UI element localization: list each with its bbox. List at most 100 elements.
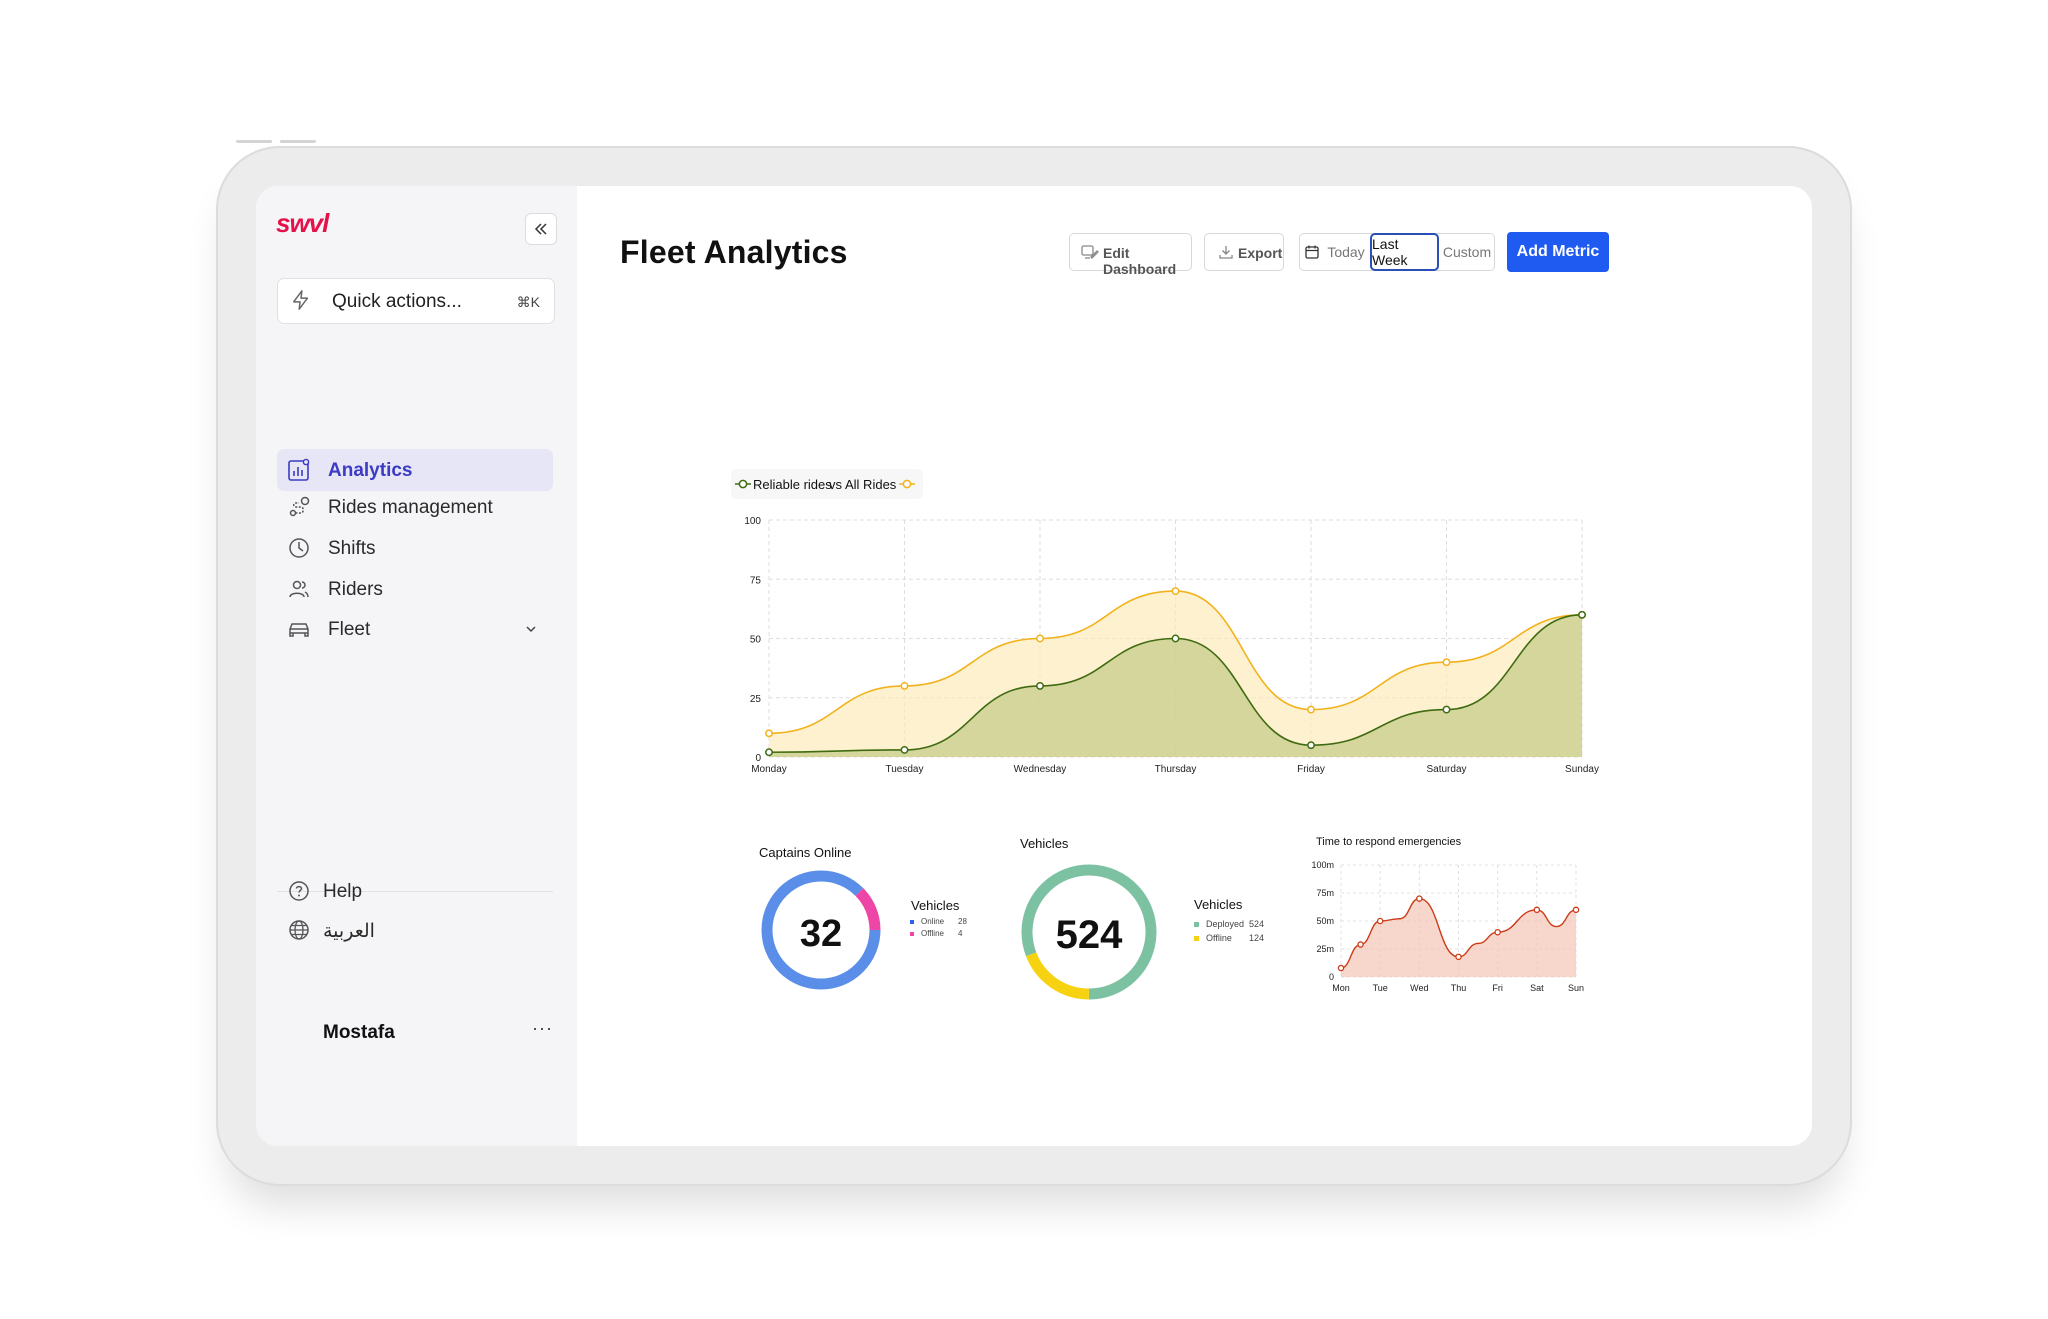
data-point bbox=[1533, 906, 1541, 914]
range-last-week-label: Last Week bbox=[1372, 236, 1408, 268]
x-tick-label: Saturday bbox=[1426, 764, 1466, 775]
sidebar-item-shifts[interactable]: Shifts bbox=[277, 527, 553, 569]
clock-icon bbox=[289, 538, 309, 558]
sidebar-item-analytics[interactable]: Analytics bbox=[277, 449, 553, 491]
emergency-area bbox=[1341, 898, 1576, 977]
donut-slice-0 bbox=[1021, 864, 1157, 1000]
emergency-chart-title: Time to respond emergencies bbox=[1316, 836, 1462, 848]
range-custom[interactable]: Custom bbox=[1439, 234, 1495, 270]
legend-offline-swatch bbox=[910, 932, 914, 936]
sidebar-item-label: Rides management bbox=[328, 497, 493, 518]
language-label: العربية bbox=[323, 921, 375, 942]
sidebar-item-label: Fleet bbox=[328, 619, 371, 640]
help-icon bbox=[289, 881, 309, 901]
legend-all-marker bbox=[899, 479, 915, 489]
series-area-0 bbox=[769, 614, 1582, 757]
legend-online-label: Online bbox=[921, 917, 945, 926]
data-point-0 bbox=[765, 748, 773, 757]
legend-offline-vehicles-swatch bbox=[1194, 936, 1199, 941]
quick-actions-input[interactable]: Quick actions... ⌘K bbox=[277, 278, 555, 324]
export-button[interactable]: Export bbox=[1204, 233, 1284, 271]
chart-icon bbox=[288, 458, 310, 481]
data-point bbox=[1337, 964, 1345, 972]
swvl-logo-icon: swvl bbox=[276, 208, 331, 238]
sidebar-item-rides-management[interactable]: Rides management bbox=[277, 486, 553, 528]
captains-legend: Online 28 Offline 4 bbox=[910, 917, 970, 947]
legend-online-value: 28 bbox=[958, 917, 967, 926]
emergency-response-chart: 0 25m 50m 75m 100m Mon Tue Wed Thu Fri Sat Sun bbox=[1311, 860, 1584, 993]
sidebar-item-riders[interactable]: Riders bbox=[277, 568, 553, 610]
legend-reliable-label: Reliable rides bbox=[753, 477, 832, 492]
x-tick-label: Friday bbox=[1297, 764, 1325, 775]
x-tick-label: Tuesday bbox=[886, 764, 924, 775]
data-point bbox=[1572, 906, 1580, 914]
data-point-1 bbox=[1307, 705, 1315, 714]
quick-actions-label: Quick actions... bbox=[332, 291, 462, 312]
legend-offline-label: Offline bbox=[921, 929, 944, 938]
users-icon bbox=[289, 580, 309, 598]
tablet-volume-button bbox=[236, 140, 272, 143]
user-more-button[interactable]: ··· bbox=[532, 1018, 553, 1038]
y-tick-label: 0 bbox=[1329, 972, 1334, 982]
sidebar-item-fleet[interactable]: Fleet bbox=[277, 608, 553, 650]
legend-online-swatch bbox=[910, 920, 914, 924]
y-tick-label: 50 bbox=[750, 635, 762, 646]
legend-reliable-marker bbox=[735, 479, 751, 489]
range-today[interactable]: Today bbox=[1300, 234, 1370, 270]
legend-all-label: All Rides bbox=[845, 477, 897, 492]
data-point-0 bbox=[1578, 610, 1586, 619]
chevron-down-icon[interactable] bbox=[525, 623, 537, 635]
legend-offline-vehicles-value: 124 bbox=[1249, 933, 1265, 943]
export-label: Export bbox=[1238, 245, 1283, 261]
vehicles-legend-title: Vehicles bbox=[1194, 897, 1243, 912]
y-tick-label: 100m bbox=[1311, 860, 1334, 870]
x-tick-label: Wed bbox=[1410, 983, 1428, 993]
range-last-week[interactable]: Last Week bbox=[1370, 233, 1439, 271]
edit-dashboard-button[interactable]: Edit Dashboard bbox=[1069, 233, 1192, 277]
x-tick-label: Tue bbox=[1373, 983, 1388, 993]
collapse-sidebar-button[interactable] bbox=[525, 213, 557, 245]
data-point-0 bbox=[1442, 705, 1451, 714]
y-tick-label: 50m bbox=[1316, 916, 1334, 926]
main-chart-legend: Reliable rides vs All Rides bbox=[731, 469, 923, 499]
vehicles-count: 524 bbox=[1055, 913, 1123, 957]
sidebar-divider bbox=[277, 891, 553, 892]
x-tick-label: Fri bbox=[1492, 983, 1503, 993]
vehicles-chart-title: Vehicles bbox=[1020, 836, 1069, 851]
help-link[interactable]: Help bbox=[277, 876, 553, 912]
donut-slice-1 bbox=[761, 870, 881, 990]
legend-offline-value: 4 bbox=[958, 929, 963, 938]
captains-online-title: Captains Online bbox=[759, 845, 852, 860]
y-tick-label: 75m bbox=[1316, 888, 1334, 898]
chevrons-left-icon bbox=[534, 223, 547, 235]
globe-icon bbox=[289, 920, 309, 940]
svg-text:swvl: swvl bbox=[276, 212, 330, 236]
app-screen: swvl Quick actions... ⌘K Analytics bbox=[256, 186, 1812, 1146]
x-tick-label: Wednesday bbox=[1014, 764, 1067, 775]
download-icon bbox=[1219, 246, 1233, 259]
edit-dashboard-icon bbox=[1081, 245, 1099, 259]
data-point-0 bbox=[1036, 681, 1044, 690]
y-tick-label: 100 bbox=[744, 516, 761, 527]
data-point-1 bbox=[765, 729, 773, 738]
brand-logo[interactable]: swvl bbox=[276, 208, 338, 241]
route-icon bbox=[289, 496, 310, 517]
user-name: Mostafa bbox=[323, 1022, 395, 1043]
language-switch[interactable]: العربية bbox=[277, 915, 553, 951]
y-tick-label: 75 bbox=[750, 575, 762, 586]
sidebar-item-label: Shifts bbox=[328, 538, 376, 559]
add-metric-button[interactable]: Add Metric bbox=[1507, 232, 1609, 272]
x-tick-label: Sunday bbox=[1565, 764, 1599, 775]
vehicles-donut bbox=[1021, 864, 1157, 1000]
x-tick-label: Mon bbox=[1332, 983, 1350, 993]
series-line-0 bbox=[768, 614, 1583, 754]
y-tick-label: 0 bbox=[755, 753, 761, 764]
legend-offline-vehicles-label: Offline bbox=[1206, 933, 1232, 943]
data-point bbox=[1494, 928, 1501, 936]
data-point-1 bbox=[900, 681, 909, 690]
x-tick-label: Sun bbox=[1568, 983, 1584, 993]
sidebar-item-label: Riders bbox=[328, 579, 383, 600]
captains-legend-title: Vehicles bbox=[911, 898, 960, 913]
data-point bbox=[1416, 895, 1423, 902]
data-point bbox=[1357, 941, 1364, 948]
